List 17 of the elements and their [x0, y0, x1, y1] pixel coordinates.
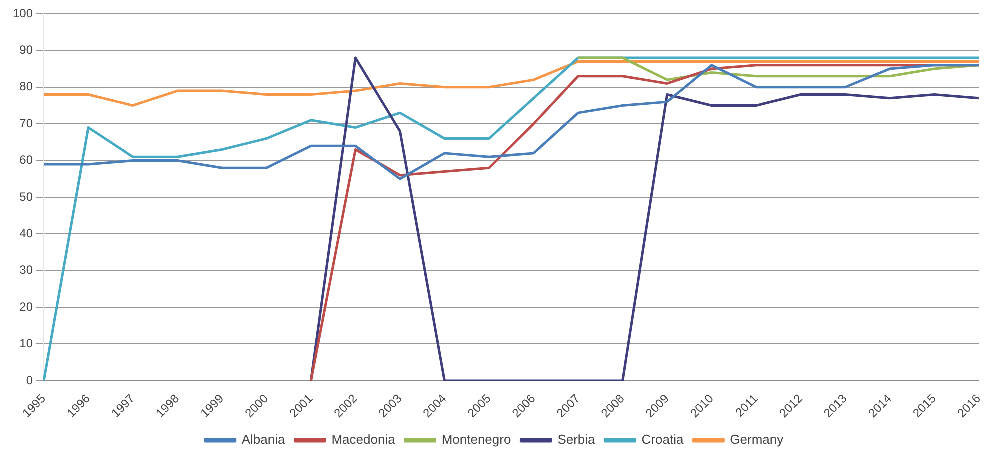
legend-label: Serbia — [558, 432, 596, 448]
legend-label: Montenegro — [442, 432, 512, 448]
legend-label: Germany — [730, 432, 784, 448]
y-tick-label: 40 — [20, 226, 34, 240]
y-tick-label: 100 — [12, 6, 34, 20]
y-tick-label: 70 — [20, 116, 34, 130]
y-tick-label: 30 — [20, 263, 34, 278]
y-tick-label: 0 — [26, 373, 34, 388]
y-tick-label: 20 — [20, 300, 34, 314]
y-tick-label: 90 — [20, 43, 34, 58]
y-tick-label: 50 — [20, 190, 34, 204]
legend-label: Albania — [242, 432, 286, 448]
y-tick-label: 10 — [20, 336, 34, 351]
y-tick-label: 60 — [20, 153, 34, 168]
legend-label: Croatia — [642, 432, 684, 448]
legend-label: Macedonia — [332, 432, 396, 448]
y-tick-label: 80 — [20, 80, 34, 94]
